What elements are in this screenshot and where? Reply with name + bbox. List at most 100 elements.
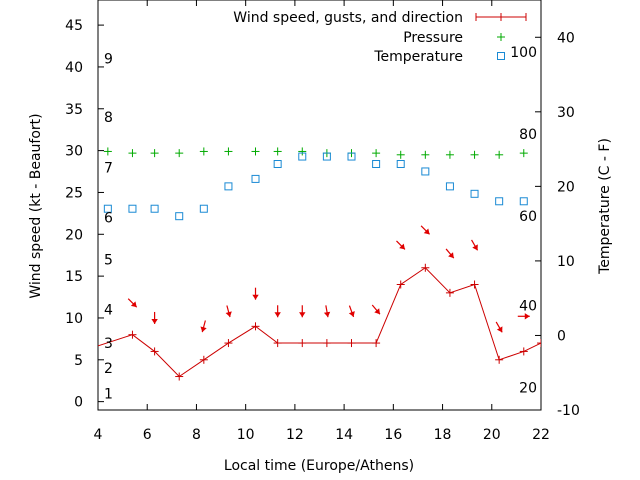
temperature-point (199, 204, 208, 213)
x-tick-label: 22 (532, 427, 550, 443)
y-tick-label: 5 (74, 353, 83, 369)
wind-direction-arrow (252, 287, 259, 300)
temperature-point (322, 152, 331, 161)
pressure-point (150, 149, 159, 158)
x-tick-label: 20 (483, 427, 501, 443)
x-tick-label: 18 (434, 427, 452, 443)
legend-swatch-pressure (497, 33, 505, 41)
wind-direction-arrow (127, 298, 138, 308)
temperature-point (519, 197, 528, 206)
y-tick-label: 20 (65, 227, 83, 243)
legend-swatch-wind (475, 13, 527, 21)
y-tick-label: 0 (74, 395, 83, 411)
pressure-point (128, 149, 137, 158)
wind-speed-point (199, 355, 208, 364)
pressure-point (519, 149, 528, 158)
wind-direction-arrow (299, 305, 306, 318)
pressure-point (298, 147, 307, 156)
legend-label-wind: Wind speed, gusts, and direction (233, 10, 463, 26)
pressure-point (175, 149, 184, 158)
y2-tick-label: 0 (557, 328, 566, 344)
temperature-point (396, 160, 405, 168)
fahrenheit-label: 40 (519, 299, 537, 315)
temperature-point (150, 204, 159, 213)
beaufort-label: 2 (104, 361, 113, 377)
pressure-point (396, 150, 405, 159)
wind-direction-arrow (471, 239, 479, 251)
x-tick-label: 8 (192, 427, 201, 443)
beaufort-label: 8 (104, 110, 113, 126)
wind-speed-point (175, 372, 184, 381)
beaufort-label: 7 (104, 160, 113, 176)
beaufort-label: 3 (104, 336, 113, 352)
wind-speed-point (150, 347, 159, 356)
legend-label-pressure: Pressure (403, 30, 463, 46)
legend-label-temperature: Temperature (373, 49, 463, 65)
label-layer: 4 6 8 10 12 14 16 18 20 22051015202530354045-1001… (65, 18, 580, 443)
y2-tick-label: 30 (557, 105, 575, 121)
wind-direction-arrow (323, 305, 331, 318)
beaufort-label: 4 (104, 303, 113, 319)
series-layer (98, 147, 541, 381)
wind-speed-point (347, 339, 356, 348)
pressure-point (103, 147, 112, 156)
x-tick-label: 4 (94, 427, 103, 443)
legend-swatch-temperature (497, 52, 505, 60)
pressure-point (421, 150, 430, 159)
pressure-point (495, 150, 504, 159)
beaufort-label: 5 (104, 252, 113, 268)
y2-tick-label: 20 (557, 179, 575, 195)
pressure-point (372, 149, 381, 158)
temperature-point (224, 182, 233, 191)
wind-speed-point (519, 347, 528, 356)
y-axis-title: Wind speed (kt - Beaufort) (28, 113, 44, 298)
x-tick-label: 12 (286, 427, 304, 443)
y2-tick-label: 40 (557, 30, 575, 46)
temperature-point (251, 174, 260, 183)
temperature-point (372, 160, 381, 168)
wind-direction-arrow (371, 304, 381, 315)
pressure-point (199, 147, 208, 156)
pressure-point (470, 150, 479, 159)
temperature-point (273, 160, 282, 168)
y-tick-label: 35 (65, 102, 83, 118)
legend: Wind speed, gusts, and direction Pressure… (233, 10, 527, 65)
x-tick-label: 10 (237, 427, 255, 443)
wind-speed-point (537, 339, 541, 348)
wind-speed-point (396, 280, 405, 289)
temperature-point (175, 212, 184, 221)
fahrenheit-label: 60 (519, 209, 537, 225)
pressure-point (445, 150, 454, 159)
wind-direction-arrow (151, 311, 158, 324)
plot-border (97, 0, 542, 411)
wind-speed-point (421, 263, 430, 272)
wind-direction-arrow (274, 305, 281, 318)
x-axis-title: Local time (Europe/Athens) (224, 458, 414, 474)
wind-direction-arrow (396, 240, 406, 250)
fahrenheit-label: 20 (519, 381, 537, 397)
wind-speed-point (224, 339, 233, 348)
pressure-point (251, 147, 260, 156)
y2-tick-label: 10 (557, 254, 575, 270)
y-tick-label: 30 (65, 144, 83, 160)
wind-speed-point (251, 322, 260, 331)
wind-speed-point (298, 339, 307, 348)
x-tick-label: 14 (335, 427, 353, 443)
y-tick-label: 45 (65, 18, 83, 34)
wind-speed-point (273, 339, 282, 348)
wind-direction-arrow (420, 225, 430, 235)
temperature-point (298, 152, 307, 161)
wind-speed-point (495, 355, 504, 364)
y-tick-label: 40 (65, 60, 83, 76)
wind-speed-point (322, 339, 331, 348)
beaufort-label: 9 (104, 52, 113, 68)
temperature-point (128, 204, 137, 213)
fahrenheit-label: 80 (519, 127, 537, 143)
wind-direction-arrow (348, 305, 355, 318)
x-tick-label: 6 (143, 427, 152, 443)
wind-speed-point (128, 330, 137, 339)
axes-layer (97, 0, 542, 411)
temperature-point (445, 182, 454, 191)
wind-speed-point (470, 280, 479, 289)
